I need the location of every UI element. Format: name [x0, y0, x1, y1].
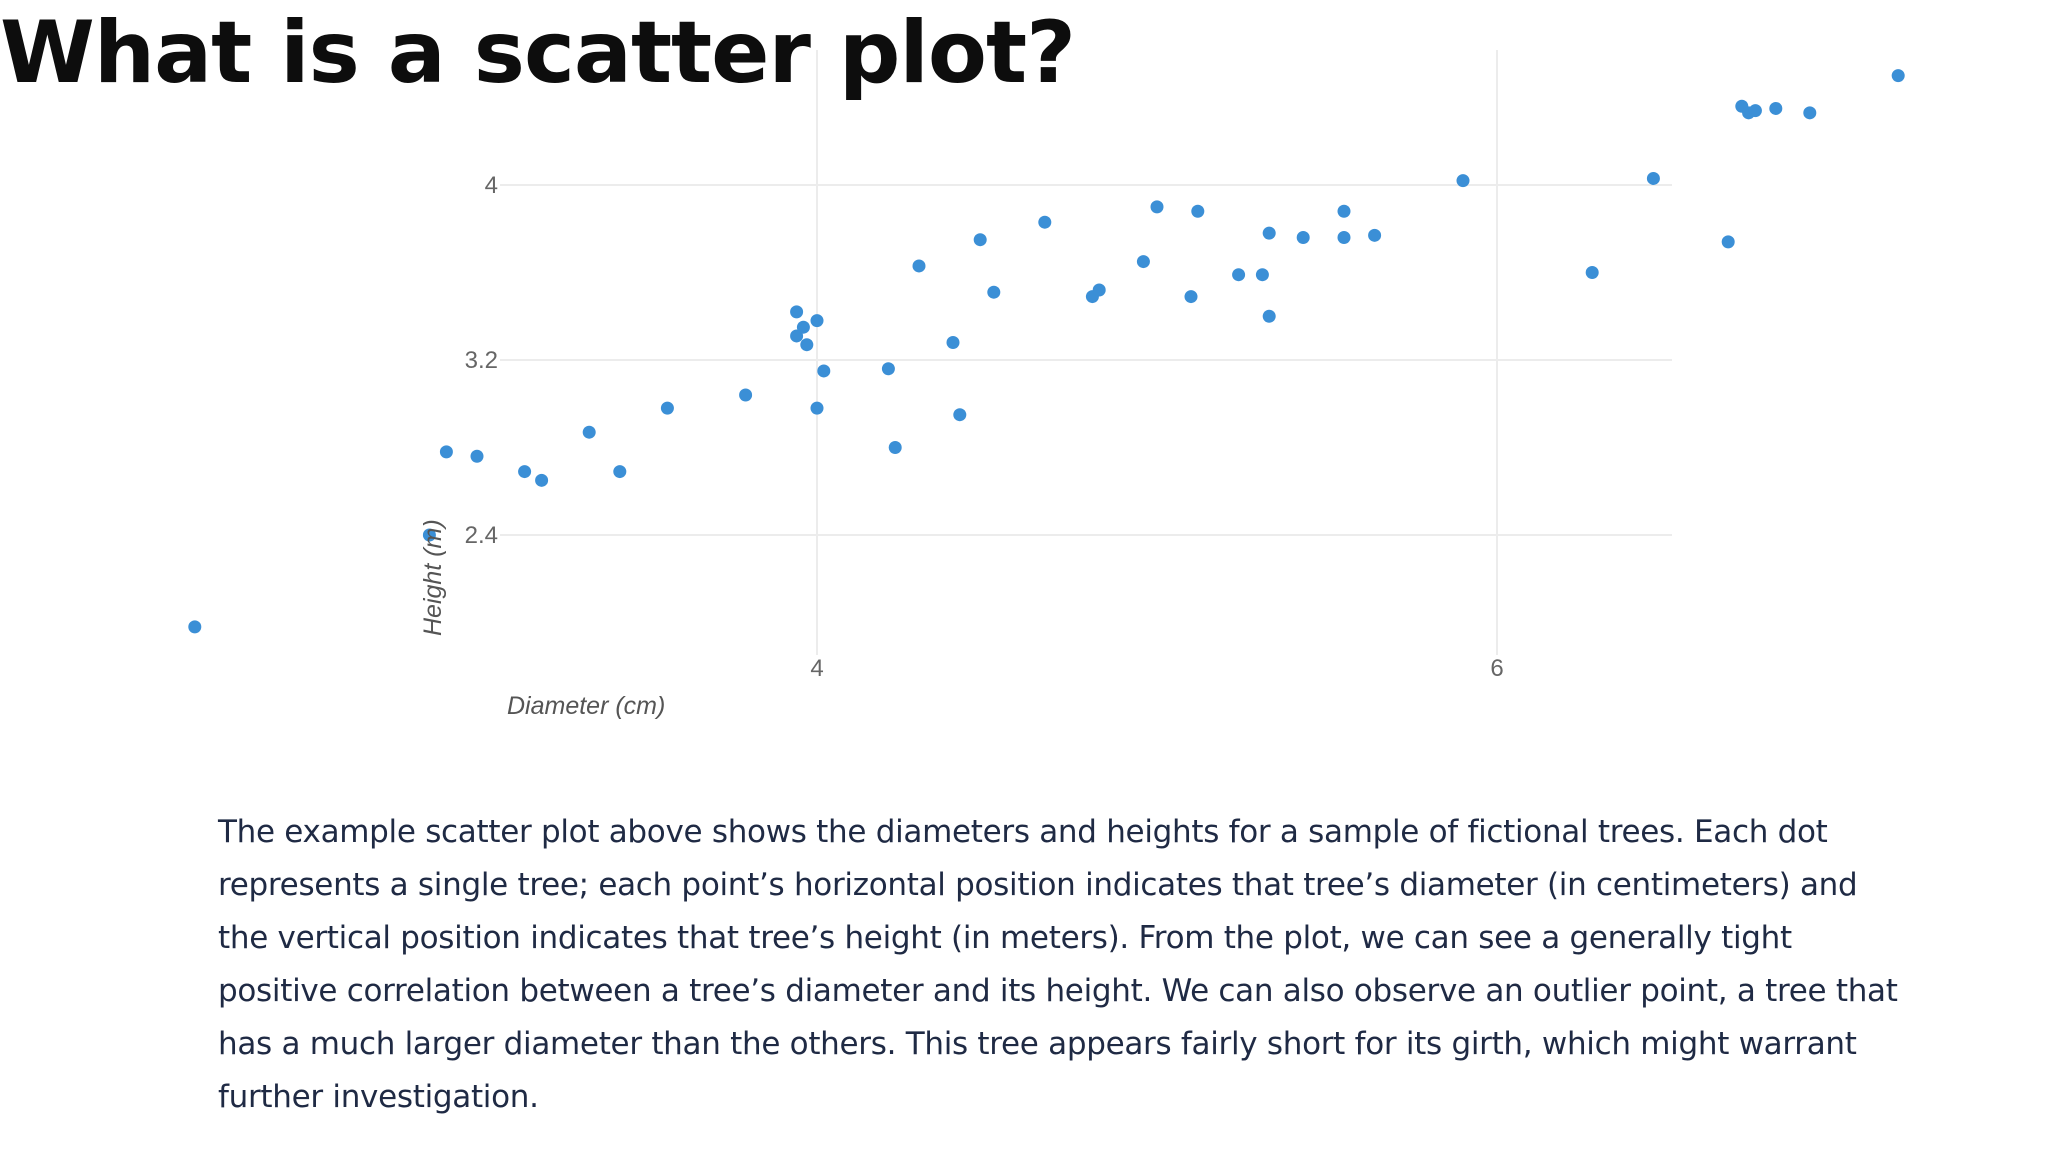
- scatter-point: [470, 449, 484, 463]
- scatter-point: [800, 338, 814, 352]
- scatter-point: [953, 408, 967, 422]
- page-title: What is a scatter plot?: [0, 3, 1076, 103]
- scatter-point: [582, 425, 596, 439]
- x-tick-label: 6: [1490, 655, 1503, 682]
- description-paragraph: The example scatter plot above shows the…: [218, 814, 1898, 1115]
- scatter-point: [1184, 290, 1198, 304]
- scatter-point: [613, 465, 627, 479]
- scatter-point: [439, 445, 453, 459]
- scatter-point: [660, 401, 674, 415]
- scatter-point: [888, 441, 902, 454]
- scatter-point: [1803, 106, 1817, 120]
- scatter-point: [1337, 231, 1351, 244]
- y-tick-label: 3.2: [465, 347, 498, 374]
- scatter-point: [422, 528, 436, 542]
- scatter-point: [790, 329, 804, 343]
- y-tick-label: 2.4: [465, 522, 498, 549]
- scatter-point: [946, 336, 960, 349]
- scatter-point: [912, 259, 926, 273]
- scatter-point: [1769, 101, 1783, 115]
- scatter-point: [796, 320, 810, 334]
- scatter-point: [1337, 204, 1351, 218]
- scatter-point: [1456, 174, 1470, 188]
- scatter-point: [810, 314, 824, 328]
- scatter-point: [1296, 231, 1310, 244]
- scatter-point: [1262, 309, 1276, 323]
- scatter-point: [1150, 200, 1164, 214]
- scatter-point: [1646, 171, 1660, 185]
- scatter-point: [1721, 235, 1735, 249]
- scatter-point: [1585, 266, 1599, 279]
- scatter-point: [1748, 104, 1762, 118]
- y-tick-label: 4: [485, 172, 498, 199]
- scatter-point: [1038, 215, 1052, 229]
- scatter-point: [1262, 226, 1276, 240]
- scatter-point: [881, 362, 895, 376]
- y-axis-label: Height (m): [419, 519, 447, 636]
- scatter-point: [518, 465, 532, 479]
- scatter-point: [1255, 268, 1269, 282]
- tick-labels: 4682.43.24: [465, 172, 1504, 682]
- scatter-point: [973, 233, 987, 247]
- scatter-point: [1368, 228, 1382, 242]
- scatter-point: [1191, 204, 1205, 218]
- x-tick-label: 4: [810, 655, 823, 682]
- scatter-point: [739, 388, 753, 402]
- x-axis-label: Diameter (cm): [507, 692, 665, 720]
- scatter-chart: 4682.43.24 Height (m) Diameter (cm): [188, 50, 1905, 720]
- scatter-point: [1136, 255, 1150, 269]
- scatter-point: [817, 364, 831, 378]
- scatter-point: [987, 285, 1001, 299]
- scatter-point: [1891, 69, 1905, 83]
- scatter-point: [810, 401, 824, 415]
- scatter-point: [188, 620, 202, 634]
- scatter-point: [1232, 268, 1246, 282]
- data-points: [188, 69, 1905, 634]
- scatter-point: [1092, 283, 1106, 297]
- grid-lines: [500, 50, 1672, 655]
- scatter-point: [535, 473, 549, 487]
- scatter-point: [790, 305, 804, 319]
